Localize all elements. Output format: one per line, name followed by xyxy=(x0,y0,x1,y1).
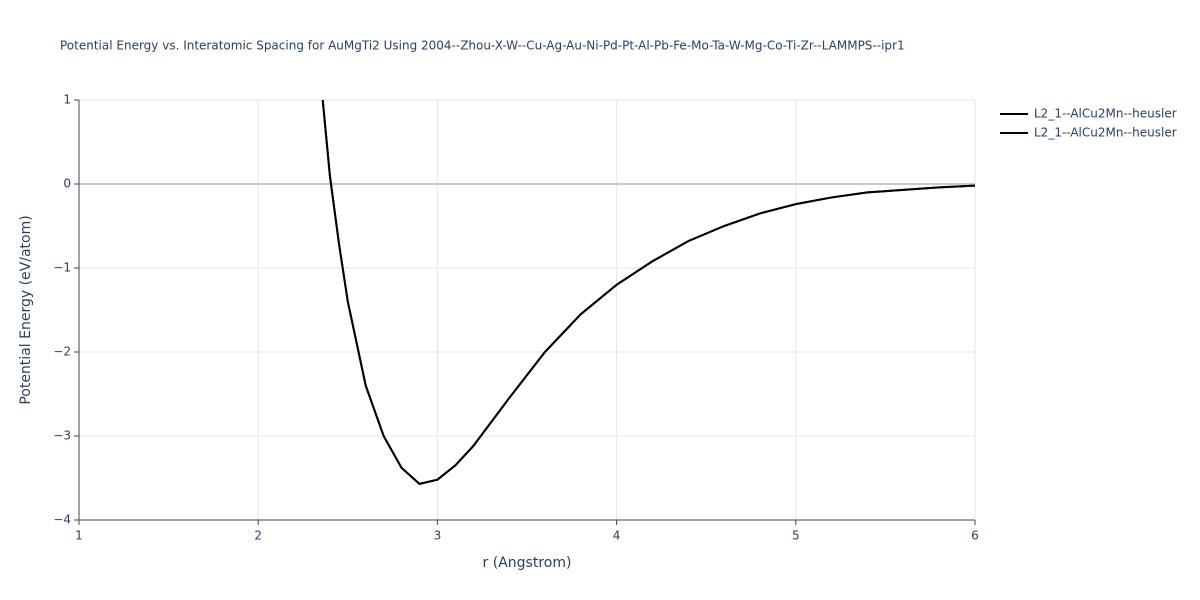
x-tick-label: 6 xyxy=(971,529,979,543)
x-tick-label: 3 xyxy=(434,529,442,543)
x-tick-label: 2 xyxy=(254,529,262,543)
legend-label: L2_1--AlCu2Mn--heusler xyxy=(1034,107,1177,121)
y-tick-label: −1 xyxy=(53,261,71,275)
series-line xyxy=(321,100,975,485)
x-tick-label: 5 xyxy=(792,529,800,543)
legend-label: L2_1--AlCu2Mn--heusler xyxy=(1034,126,1177,140)
plot-area xyxy=(321,100,975,485)
y-tick-label: −4 xyxy=(53,513,71,527)
x-tick-label: 1 xyxy=(75,529,83,543)
grid xyxy=(74,99,976,525)
y-axis-label: Potential Energy (eV/atom) xyxy=(18,215,34,404)
chart-title: Potential Energy vs. Interatomic Spacing… xyxy=(60,39,905,53)
y-tick-label: 0 xyxy=(63,177,71,191)
series-line xyxy=(321,100,975,485)
y-tick-label: 1 xyxy=(63,93,71,107)
y-tick-label: −3 xyxy=(53,429,71,443)
y-tick-label: −2 xyxy=(53,345,71,359)
x-axis-label: r (Angstrom) xyxy=(483,555,572,571)
x-tick-label: 4 xyxy=(613,529,621,543)
